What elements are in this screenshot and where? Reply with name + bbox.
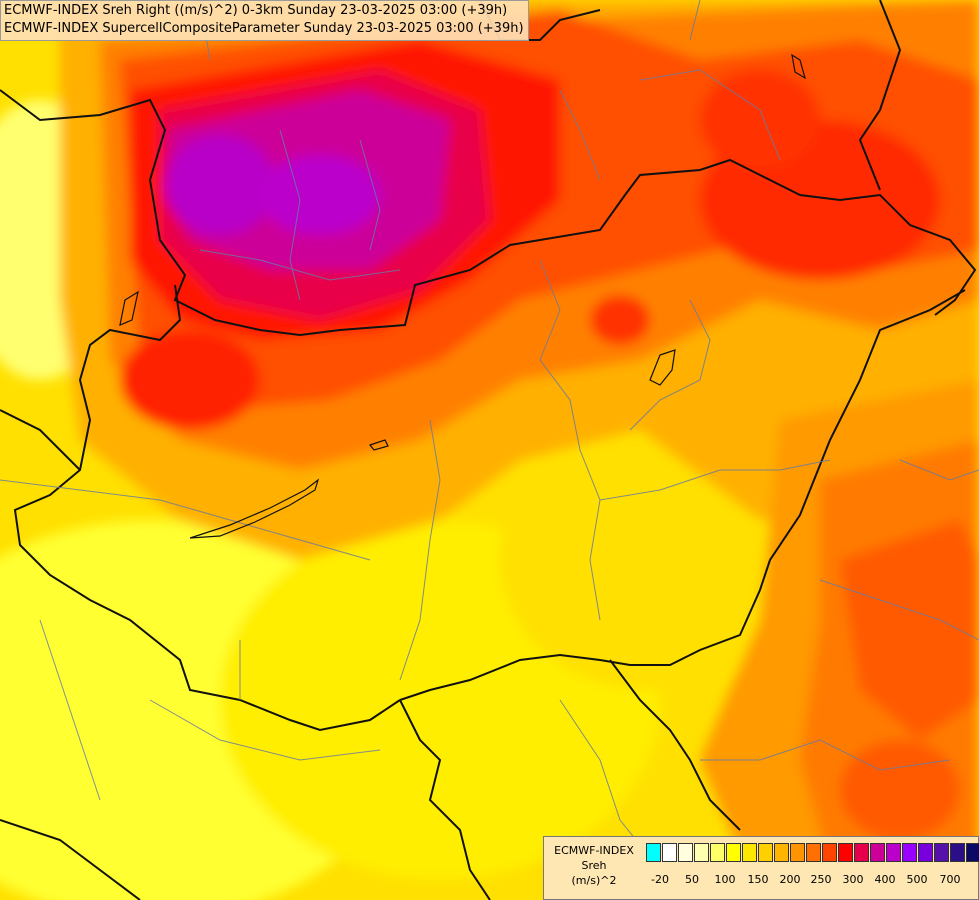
legend-swatch — [918, 843, 933, 862]
lake-small — [368, 439, 389, 451]
legend-swatch — [662, 843, 677, 862]
legend-swatch — [854, 843, 869, 862]
region-line — [629, 299, 711, 431]
region-line — [199, 249, 401, 281]
region-line — [539, 259, 601, 621]
legend-swatch — [790, 843, 805, 862]
legend-tick-label: 50 — [685, 873, 699, 886]
border-north — [0, 89, 977, 337]
legend-swatch — [886, 843, 901, 862]
legend-tick-label: 700 — [939, 873, 961, 886]
legend-tick-label: 500 — [906, 873, 928, 886]
legend-swatch — [870, 843, 885, 862]
legend-swatch — [694, 843, 709, 862]
legend-title: ECMWF-INDEX Sreh (m/s)^2 — [546, 843, 642, 888]
border-far-west — [0, 409, 81, 471]
region-line — [639, 69, 781, 161]
map-title-line-1: ECMWF-INDEX Sreh Right ((m/s)^2) 0-3km S… — [4, 3, 508, 18]
legend-tick-label: 200 — [779, 873, 801, 886]
region-line — [399, 419, 441, 681]
field-yellow-center — [500, 430, 800, 690]
legend-swatch — [822, 843, 837, 862]
border-northeast — [858, 0, 902, 191]
legend-tick-label: 250 — [810, 873, 832, 886]
region-line — [559, 89, 601, 181]
legend-tick-label: -20 — [651, 873, 669, 886]
field-red-orange-southeast — [840, 740, 960, 840]
field-red-orange-east — [840, 520, 979, 740]
field-violet-core — [165, 135, 275, 235]
region-line — [39, 619, 101, 801]
legend-swatch — [950, 843, 965, 862]
field-violet-core-2 — [260, 155, 380, 235]
field-red-northeast — [700, 70, 820, 170]
lakes — [119, 53, 806, 539]
region-line — [359, 139, 381, 251]
field-red-southwest — [120, 330, 260, 430]
legend-swatch — [646, 843, 661, 862]
region-line — [899, 459, 979, 481]
legend-tick-label: 400 — [874, 873, 896, 886]
region-boundaries — [0, 0, 979, 871]
legend-title-variable: Sreh — [581, 859, 607, 872]
region-line — [279, 129, 301, 301]
region-line — [149, 640, 381, 761]
map-title-line-2: ECMWF-INDEX SupercellCompositeParameter … — [4, 21, 524, 36]
legend-swatch — [742, 843, 757, 862]
region-line — [819, 579, 979, 641]
legend-swatch — [902, 843, 917, 862]
border-west — [13, 284, 401, 732]
legend-title-unit: (m/s)^2 — [571, 874, 617, 887]
legend-tick-label: 300 — [842, 873, 864, 886]
legend-tick-label: 100 — [714, 873, 736, 886]
region-line — [0, 479, 371, 561]
legend-tick-label: 150 — [747, 873, 769, 886]
legend-title-model: ECMWF-INDEX — [554, 844, 634, 857]
legend-swatch — [758, 843, 773, 862]
region-line — [599, 459, 831, 501]
lake-balaton — [189, 478, 320, 539]
legend-swatches — [646, 843, 979, 862]
legend-swatch — [678, 843, 693, 862]
border-far-southwest — [0, 819, 141, 900]
legend-ticks: -20 50 100 150 200 250 300 400 500 700 — [648, 873, 968, 889]
lake-tisza — [649, 349, 676, 386]
field-red-pocket-center — [590, 295, 650, 345]
map-title-box: ECMWF-INDEX Sreh Right ((m/s)^2) 0-3km S… — [0, 0, 529, 41]
color-legend: ECMWF-INDEX Sreh (m/s)^2 -20 50 100 150 200 2… — [543, 836, 979, 900]
lake-north — [119, 290, 139, 326]
lake-ne — [791, 53, 806, 80]
legend-swatch — [710, 843, 725, 862]
legend-swatch — [934, 843, 949, 862]
legend-swatch — [726, 843, 741, 862]
legend-swatch — [806, 843, 821, 862]
border-southeast — [609, 659, 741, 831]
border-southwest — [399, 699, 491, 900]
border-south — [399, 289, 966, 701]
legend-swatch — [838, 843, 853, 862]
legend-swatch — [966, 843, 979, 862]
region-line — [700, 739, 951, 771]
legend-swatch — [774, 843, 789, 862]
